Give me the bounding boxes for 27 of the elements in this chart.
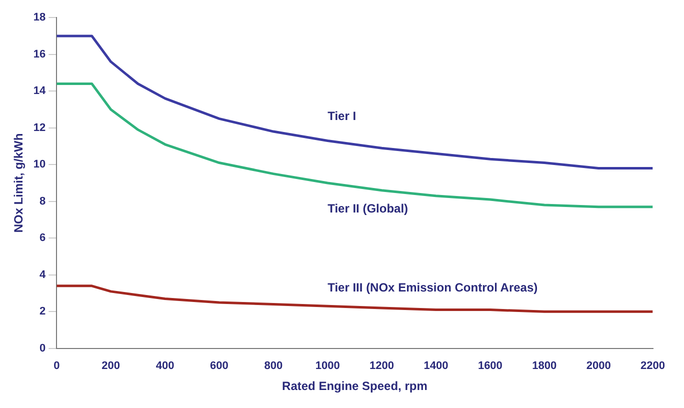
x-tick-label: 2200	[640, 360, 666, 372]
x-axis-title: Rated Engine Speed, rpm	[282, 379, 428, 394]
y-tick-label: 8	[40, 195, 46, 208]
series-label: Tier II (Global)	[328, 201, 408, 216]
y-tick-label: 6	[40, 232, 46, 244]
y-tick-label: 14	[33, 85, 47, 98]
y-axis-title: NOx Limit, g/kWh	[12, 133, 26, 233]
y-tick-label: 16	[33, 48, 46, 60]
x-tick-label: 2000	[586, 360, 611, 372]
x-tick-label: 1800	[532, 360, 557, 372]
x-tick-label: 1600	[478, 360, 502, 372]
y-tick-label: 10	[33, 158, 46, 171]
y-tick-label: 4	[40, 268, 47, 281]
x-tick-label: 1200	[370, 360, 394, 372]
x-tick-label: 400	[156, 360, 174, 372]
x-tick-label: 800	[264, 360, 283, 372]
x-tick-label: 0	[54, 360, 60, 372]
y-tick-label: 18	[33, 12, 46, 24]
x-tick-label: 600	[210, 360, 228, 372]
y-tick-label: 0	[40, 342, 46, 354]
series-label: Tier III (NOx Emission Control Areas)	[328, 280, 538, 294]
series-label: Tier I	[328, 109, 356, 124]
x-tick-label: 1400	[424, 360, 448, 372]
y-tick-label: 2	[40, 306, 46, 318]
y-tick-label: 12	[33, 122, 46, 134]
x-tick-label: 200	[102, 360, 120, 372]
x-tick-label: 1000	[315, 360, 340, 372]
